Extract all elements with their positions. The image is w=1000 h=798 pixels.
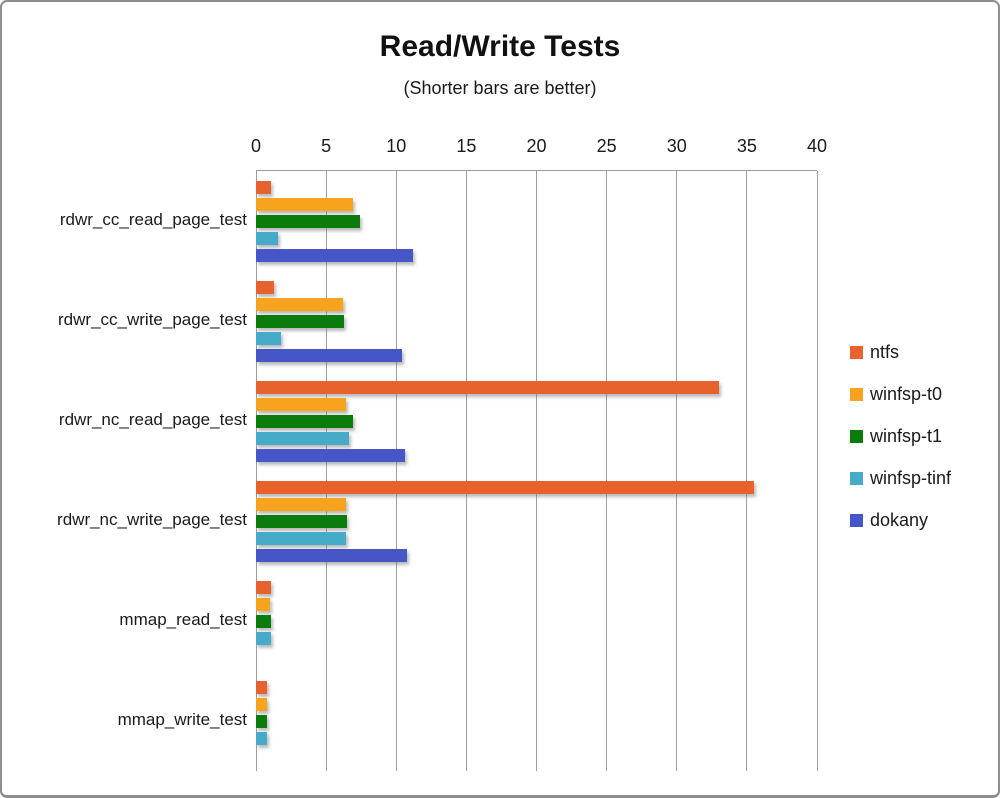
gridline (536, 171, 537, 771)
x-tick-label: 15 (456, 136, 477, 156)
chart-subtitle: (Shorter bars are better) (403, 78, 597, 98)
bar-winfsp-t0 (256, 398, 346, 411)
bar-dokany (256, 549, 408, 562)
bar-ntfs (256, 481, 754, 494)
x-tick-label: 0 (250, 136, 262, 156)
x-tick-label: 5 (321, 136, 332, 156)
bar-winfsp-t0 (256, 298, 343, 311)
category-label: mmap_read_test (119, 610, 247, 629)
x-tick-label: 10 (386, 136, 407, 156)
bar-winfsp-t0 (256, 198, 353, 211)
legend-item-ntfs: ntfs (850, 341, 951, 362)
bar-winfsp-t1 (256, 615, 272, 628)
chart-title: Read/Write Tests (379, 30, 621, 63)
category-label: rdwr_cc_write_page_test (58, 310, 247, 329)
bar-ntfs (256, 381, 719, 394)
legend-label: winfsp-tinf (870, 467, 952, 488)
gridline (816, 171, 818, 771)
gridline (395, 171, 397, 771)
x-tick-label: 25 (596, 136, 617, 156)
gridline (606, 171, 608, 771)
category-label: rdwr_nc_read_page_test (58, 410, 247, 429)
x-tick-label: 20 (526, 136, 547, 156)
x-tick-label: 35 (736, 136, 757, 156)
bar-winfsp-tinf (256, 232, 279, 245)
bar-group (256, 371, 817, 471)
gridline (465, 171, 467, 771)
legend-label: dokany (870, 509, 929, 530)
plot-area (255, 170, 818, 771)
bar-winfsp-t1 (256, 515, 348, 528)
bar-group (256, 471, 817, 571)
bar-group (256, 671, 817, 771)
legend-item-winfsp-t0: winfsp-t0 (850, 383, 951, 404)
bar-ntfs (256, 581, 272, 594)
legend-swatch (850, 471, 863, 485)
x-tick-label: 40 (806, 136, 828, 156)
bar-dokany (256, 249, 414, 262)
bar-ntfs (256, 681, 268, 694)
category-label: mmap_write_test (117, 710, 247, 729)
bar-dokany (256, 349, 402, 362)
legend-swatch (850, 513, 863, 527)
category-label: rdwr_cc_read_page_test (59, 210, 247, 229)
legend-label: winfsp-t1 (870, 425, 943, 446)
legend-item-winfsp-tinf: winfsp-tinf (850, 467, 952, 488)
bar-winfsp-tinf (256, 532, 346, 545)
bar-group (256, 571, 817, 671)
category-labels: rdwr_cc_read_page_test rdwr_cc_write_page… (2, 170, 247, 770)
bar-winfsp-t1 (256, 315, 345, 328)
bar-group (256, 271, 817, 371)
bar-winfsp-t0 (256, 498, 346, 511)
bar-winfsp-t1 (256, 415, 353, 428)
bar-ntfs (256, 181, 272, 194)
legend-swatch (850, 429, 863, 443)
bar-ntfs (256, 281, 275, 294)
bar-group (256, 171, 817, 271)
legend: ntfs winfsp-t0 winfsp-t1 winfsp-tinf dokany (850, 341, 952, 553)
gridline (325, 171, 327, 771)
gridline (746, 171, 748, 771)
bar-dokany (256, 449, 405, 462)
legend-label: ntfs (870, 341, 900, 362)
gridline (255, 171, 257, 771)
legend-swatch (850, 387, 863, 401)
legend-item-dokany: dokany (850, 509, 951, 530)
bar-winfsp-t1 (256, 715, 268, 728)
bar-winfsp-tinf (256, 732, 268, 745)
x-axis-ticks: 0 5 10 15 20 25 30 35 40 (251, 136, 827, 160)
legend-label: winfsp-t0 (870, 383, 943, 404)
bar-winfsp-t1 (256, 215, 360, 228)
category-label: rdwr_nc_write_page_test (57, 510, 247, 529)
legend-item-winfsp-t1: winfsp-t1 (850, 425, 951, 446)
x-tick-label: 30 (666, 136, 687, 156)
bar-winfsp-t0 (256, 698, 268, 711)
bar-winfsp-tinf (256, 632, 272, 645)
gridline (676, 171, 678, 771)
bar-winfsp-t0 (256, 598, 271, 611)
legend-swatch (850, 345, 863, 359)
bar-winfsp-tinf (256, 432, 349, 445)
bar-winfsp-tinf (256, 332, 282, 345)
